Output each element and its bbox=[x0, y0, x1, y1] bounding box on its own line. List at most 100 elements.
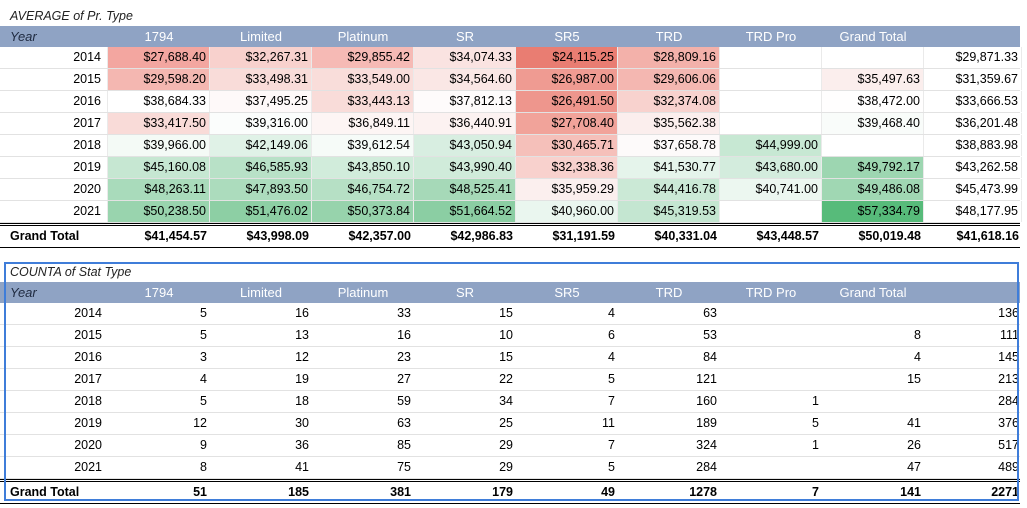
value-cell[interactable]: $42,149.06 bbox=[210, 135, 312, 156]
value-cell[interactable]: 284 bbox=[998, 394, 1019, 408]
value-cell[interactable]: 5 bbox=[200, 306, 207, 320]
value-cell[interactable]: $40,741.00 bbox=[720, 179, 822, 200]
value-cell[interactable]: $38,684.33 bbox=[108, 91, 210, 112]
value-cell[interactable]: 85 bbox=[397, 438, 411, 452]
value-cell[interactable]: 517 bbox=[998, 438, 1019, 452]
value-cell[interactable]: $29,598.20 bbox=[108, 69, 210, 90]
value-cell[interactable]: 4 bbox=[200, 372, 207, 386]
value-cell[interactable]: 47 bbox=[907, 460, 921, 474]
value-cell[interactable]: 136 bbox=[998, 306, 1019, 320]
value-cell[interactable]: 8 bbox=[914, 328, 921, 342]
column-header[interactable]: SR bbox=[455, 285, 475, 300]
value-cell[interactable]: $24,115.25 bbox=[516, 47, 618, 68]
value-cell[interactable]: $50,373.84 bbox=[312, 201, 414, 222]
column-header[interactable]: SR5 bbox=[554, 29, 580, 44]
row-year-cell[interactable]: 2017 bbox=[0, 113, 108, 134]
grand-total-cell[interactable]: 1278 bbox=[689, 485, 717, 499]
value-cell[interactable]: 213 bbox=[998, 372, 1019, 386]
value-cell[interactable]: $32,267.31 bbox=[210, 47, 312, 68]
value-cell[interactable]: $35,959.29 bbox=[516, 179, 618, 200]
value-cell[interactable]: $51,476.02 bbox=[210, 201, 312, 222]
grand-total-cell[interactable]: $41,454.57 bbox=[144, 229, 207, 243]
value-cell[interactable]: $44,999.00 bbox=[720, 135, 822, 156]
row-year-cell[interactable]: 2020 bbox=[74, 438, 102, 452]
value-cell[interactable]: $33,417.50 bbox=[108, 113, 210, 134]
value-cell[interactable]: $29,855.42 bbox=[312, 47, 414, 68]
value-cell[interactable]: $35,562.38 bbox=[618, 113, 720, 134]
column-header[interactable]: 1794 bbox=[144, 29, 174, 44]
value-cell[interactable]: $43,850.10 bbox=[312, 157, 414, 178]
value-cell[interactable]: $33,498.31 bbox=[210, 69, 312, 90]
pivot-title[interactable]: AVERAGE of Pr. Type bbox=[0, 6, 1020, 26]
grand-total-cell[interactable]: $42,357.00 bbox=[348, 229, 411, 243]
grand-total-cell[interactable]: 141 bbox=[900, 485, 921, 499]
value-cell[interactable]: $27,688.40 bbox=[108, 47, 210, 68]
grand-total-cell[interactable]: $42,986.83 bbox=[450, 229, 513, 243]
value-cell[interactable]: $39,468.40 bbox=[822, 113, 924, 134]
value-cell[interactable]: 5 bbox=[608, 372, 615, 386]
value-cell[interactable]: 53 bbox=[703, 328, 717, 342]
value-cell[interactable]: $49,792.17 bbox=[822, 157, 924, 178]
column-header[interactable]: SR bbox=[455, 29, 475, 44]
grand-total-cell[interactable]: 7 bbox=[812, 485, 819, 499]
value-cell[interactable]: $49,486.08 bbox=[822, 179, 924, 200]
row-year-cell[interactable]: 2021 bbox=[74, 460, 102, 474]
value-cell[interactable]: 4 bbox=[608, 306, 615, 320]
row-year-cell[interactable]: 2015 bbox=[0, 69, 108, 90]
value-cell[interactable]: 4 bbox=[608, 350, 615, 364]
grand-total-cell[interactable]: 179 bbox=[492, 485, 513, 499]
value-cell[interactable]: 18 bbox=[295, 394, 309, 408]
value-cell[interactable]: 33 bbox=[397, 306, 411, 320]
row-year-cell[interactable]: 2014 bbox=[74, 306, 102, 320]
value-cell[interactable]: 26 bbox=[907, 438, 921, 452]
column-header[interactable]: 1794 bbox=[144, 285, 174, 300]
row-year-cell[interactable]: 2015 bbox=[74, 328, 102, 342]
value-cell[interactable]: $48,263.11 bbox=[108, 179, 210, 200]
value-cell[interactable]: $26,491.50 bbox=[516, 91, 618, 112]
value-cell[interactable]: 12 bbox=[193, 416, 207, 430]
value-cell[interactable]: 23 bbox=[397, 350, 411, 364]
value-cell[interactable]: 189 bbox=[696, 416, 717, 430]
value-cell[interactable]: 6 bbox=[608, 328, 615, 342]
value-cell[interactable]: $39,612.54 bbox=[312, 135, 414, 156]
value-cell[interactable] bbox=[822, 135, 924, 156]
value-cell[interactable]: $51,664.52 bbox=[414, 201, 516, 222]
value-cell[interactable]: $32,338.36 bbox=[516, 157, 618, 178]
value-cell[interactable]: 4 bbox=[914, 350, 921, 364]
row-label-header[interactable]: Year bbox=[0, 282, 108, 303]
value-cell[interactable] bbox=[822, 47, 924, 68]
value-cell[interactable]: 15 bbox=[499, 306, 513, 320]
value-cell[interactable] bbox=[720, 325, 822, 346]
value-cell[interactable]: $43,262.58 bbox=[924, 157, 1022, 178]
value-cell[interactable]: $34,564.60 bbox=[414, 69, 516, 90]
column-header[interactable]: Limited bbox=[240, 29, 282, 44]
value-cell[interactable]: 10 bbox=[499, 328, 513, 342]
column-header[interactable]: Limited bbox=[240, 285, 282, 300]
value-cell[interactable]: $48,177.95 bbox=[924, 201, 1022, 222]
column-header[interactable]: Grand Total bbox=[839, 285, 907, 300]
value-cell[interactable]: 41 bbox=[295, 460, 309, 474]
value-cell[interactable] bbox=[720, 47, 822, 68]
value-cell[interactable]: 16 bbox=[397, 328, 411, 342]
value-cell[interactable]: $45,473.99 bbox=[924, 179, 1022, 200]
value-cell[interactable]: 145 bbox=[998, 350, 1019, 364]
column-header[interactable]: Grand Total bbox=[839, 29, 907, 44]
value-cell[interactable]: 3 bbox=[200, 350, 207, 364]
value-cell[interactable]: 19 bbox=[295, 372, 309, 386]
row-year-cell[interactable]: 2019 bbox=[0, 157, 108, 178]
value-cell[interactable]: $37,658.78 bbox=[618, 135, 720, 156]
value-cell[interactable]: 489 bbox=[998, 460, 1019, 474]
grand-total-cell[interactable]: 51 bbox=[193, 485, 207, 499]
value-cell[interactable]: 27 bbox=[397, 372, 411, 386]
value-cell[interactable]: $46,585.93 bbox=[210, 157, 312, 178]
column-header[interactable]: TRD bbox=[655, 29, 683, 44]
value-cell[interactable] bbox=[720, 303, 822, 324]
column-header[interactable]: TRD Pro bbox=[745, 29, 797, 44]
row-year-cell[interactable]: 2014 bbox=[0, 47, 108, 68]
value-cell[interactable]: $29,606.06 bbox=[618, 69, 720, 90]
value-cell[interactable]: $38,472.00 bbox=[822, 91, 924, 112]
value-cell[interactable]: $50,238.50 bbox=[108, 201, 210, 222]
value-cell[interactable]: 16 bbox=[295, 306, 309, 320]
value-cell[interactable]: $33,549.00 bbox=[312, 69, 414, 90]
value-cell[interactable]: 25 bbox=[499, 416, 513, 430]
